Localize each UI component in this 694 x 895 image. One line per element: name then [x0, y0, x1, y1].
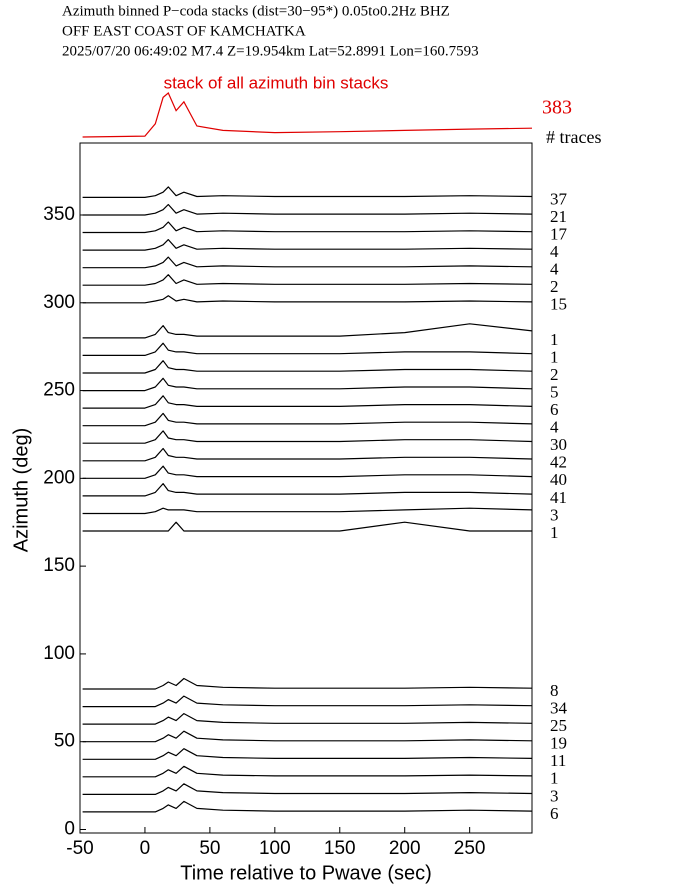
trace	[82, 447, 533, 462]
trace-count: 1	[550, 523, 559, 542]
y-tick-label: 50	[54, 731, 75, 752]
y-tick-label: 200	[43, 467, 75, 488]
trace	[82, 186, 533, 198]
trace	[82, 221, 533, 234]
trace-count: 8	[550, 681, 559, 700]
y-axis-label: Azimuth (deg)	[10, 428, 32, 553]
x-tick-label: -50	[66, 838, 93, 859]
trace-count: 21	[550, 207, 567, 226]
trace	[82, 323, 533, 339]
trace-count: 2	[550, 277, 559, 296]
trace-count: 4	[550, 418, 559, 437]
trace	[82, 748, 533, 760]
x-tick-label: 150	[324, 838, 356, 859]
x-tick-label: 250	[454, 838, 486, 859]
trace-count: 25	[550, 716, 567, 735]
trace-count: 40	[550, 470, 567, 489]
trace	[82, 507, 533, 515]
trace	[82, 412, 533, 427]
trace-count: 1	[550, 330, 559, 349]
stack-trace	[82, 92, 533, 138]
trace	[82, 256, 533, 269]
trace-count: 15	[550, 295, 567, 314]
stack-label: stack of all azimuth bin stacks	[164, 73, 389, 92]
trace	[82, 377, 533, 392]
trace-count: 4	[550, 260, 559, 279]
trace-count: 2	[550, 365, 559, 384]
trace	[82, 360, 533, 374]
legend-title: # traces	[546, 127, 601, 147]
y-tick-label: 250	[43, 380, 75, 401]
trace	[82, 713, 533, 725]
trace	[82, 783, 533, 795]
trace-count: 3	[550, 786, 559, 805]
trace	[82, 274, 533, 286]
trace	[82, 695, 533, 708]
trace	[82, 465, 533, 479]
trace	[82, 239, 533, 251]
trace	[82, 483, 533, 497]
x-tick-label: 0	[140, 838, 151, 859]
trace-count: 5	[550, 382, 559, 401]
x-axis-label: Time relative to Pwave (sec)	[180, 862, 432, 884]
trace-count: 11	[550, 751, 566, 770]
trace-count: 4	[550, 242, 559, 261]
plot-frame	[79, 142, 533, 834]
trace-count: 19	[550, 734, 567, 753]
trace-count: 3	[550, 505, 559, 524]
trace	[82, 203, 533, 216]
trace-count: 37	[550, 189, 568, 208]
trace-count: 42	[550, 453, 567, 472]
trace	[82, 730, 533, 743]
y-tick-label: 300	[43, 292, 75, 313]
trace	[82, 395, 533, 409]
trace-count: 41	[550, 488, 567, 507]
trace	[82, 342, 533, 356]
trace-count: 6	[550, 400, 559, 419]
trace	[82, 430, 533, 444]
trace-count: 34	[550, 698, 568, 717]
trace-count: 6	[550, 804, 559, 823]
trace-count: 1	[550, 769, 559, 788]
trace	[82, 295, 533, 304]
trace-count: 17	[550, 224, 568, 243]
y-tick-label: 150	[43, 555, 75, 576]
stack-count: 383	[542, 97, 572, 119]
trace-count: 30	[550, 435, 567, 454]
y-tick-label: 0	[64, 819, 75, 840]
x-tick-label: 100	[259, 838, 291, 859]
trace-count: 1	[550, 347, 559, 366]
x-tick-label: 200	[389, 838, 421, 859]
x-tick-label: 50	[199, 838, 220, 859]
trace	[82, 765, 533, 778]
title-line: Azimuth binned P−coda stacks (dist=30−95…	[62, 3, 450, 19]
title-line: OFF EAST COAST OF KAMCHATKA	[62, 23, 306, 39]
y-tick-label: 100	[43, 643, 75, 664]
y-tick-label: 350	[43, 204, 75, 225]
trace	[82, 677, 533, 690]
trace	[82, 521, 532, 532]
trace	[82, 800, 533, 813]
title-line: 2025/07/20 06:49:02 M7.4 Z=19.954km Lat=…	[62, 43, 479, 59]
